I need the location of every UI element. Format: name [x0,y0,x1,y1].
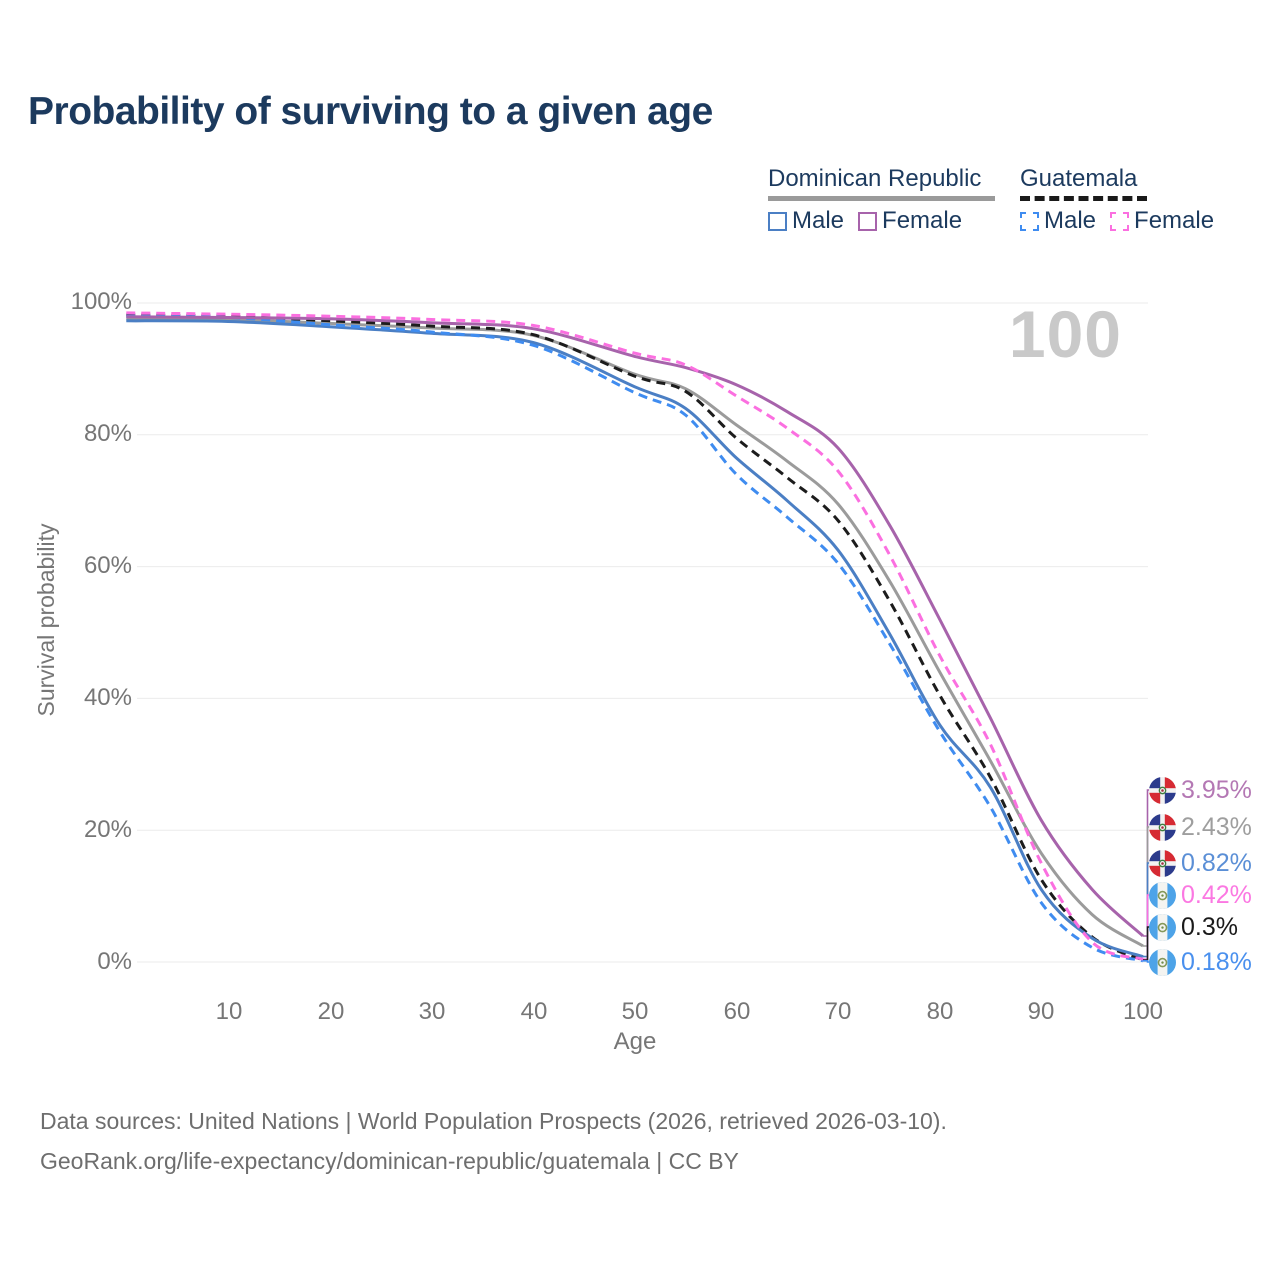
dominican-republic-flag-icon [1149,850,1176,877]
end-label-dr-total: 2.43% [1149,811,1252,843]
x-tick-90: 90 [1027,998,1055,1025]
x-tick-60: 60 [723,998,751,1025]
x-tick-50: 50 [621,998,649,1025]
legend-item-gt-female[interactable]: Female [1110,207,1214,235]
x-tick-10: 10 [215,998,243,1025]
x-tick-30: 30 [418,998,446,1025]
y-tick-0: 0% [97,948,132,975]
y-tick-20: 20% [83,816,132,843]
end-label-dr-male: 0.82% [1149,847,1252,879]
end-label-gt-female: 0.42% [1149,879,1252,911]
legend: Dominican Republic Male Female Guatemala… [0,165,1280,235]
legend-item-dr-female[interactable]: Female [858,207,962,235]
x-tick-20: 20 [317,998,345,1025]
curve-guatemala-total [126,313,1144,962]
y-tick-60: 60% [83,552,132,579]
dominican-republic-flag-icon [1149,777,1176,804]
legend-item-gt-male[interactable]: Male [1020,207,1096,235]
x-tick-80: 80 [926,998,954,1025]
guatemala-flag-icon [1149,882,1176,909]
end-label-gt-total: 0.3% [1149,911,1238,943]
legend-line-sample-solid [768,196,995,201]
gt-female-keybox-icon [1110,211,1130,231]
chart-title: Probability of surviving to a given age [28,90,713,133]
dr-female-keybox-icon [858,211,878,231]
end-label-dr-female: 3.95% [1149,774,1252,806]
legend-items-dominican-republic: Male Female [768,207,962,235]
curve-guatemala-male [126,314,1144,963]
gt-male-keybox-icon [1020,211,1039,231]
curve-dominican-republic-female [126,315,1145,938]
legend-line-sample-dashed [1020,196,1147,201]
curve-dominican-republic-male [126,319,1144,959]
age-watermark: 100 [1008,297,1122,371]
legend-country-dominican-republic: Dominican Republic [768,165,982,192]
curve-dominican-republic-total [126,317,1144,948]
dr-male-keybox-icon [768,211,787,231]
dominican-republic-flag-icon [1149,814,1176,841]
x-tick-100: 100 [1122,998,1164,1025]
curve-guatemala-female [126,311,1144,961]
x-tick-70: 70 [824,998,852,1025]
y-tick-100: 100% [70,288,132,315]
y-axis-title: Survival probability [33,523,59,717]
y-tick-80: 80% [83,420,132,447]
guatemala-flag-icon [1149,949,1176,976]
legend-country-guatemala: Guatemala [1020,165,1138,192]
legend-item-dr-male[interactable]: Male [768,207,844,235]
data-sources-text: Data sources: United Nations | World Pop… [40,1108,947,1134]
x-tick-40: 40 [520,998,548,1025]
y-tick-40: 40% [83,684,132,711]
georank-url-text[interactable]: GeoRank.org/life-expectancy/dominican-re… [40,1148,739,1174]
legend-items-guatemala: Male Female [1020,207,1214,235]
x-axis-title: Age [613,1028,657,1055]
end-label-gt-male: 0.18% [1149,946,1252,978]
guatemala-flag-icon [1149,914,1176,941]
